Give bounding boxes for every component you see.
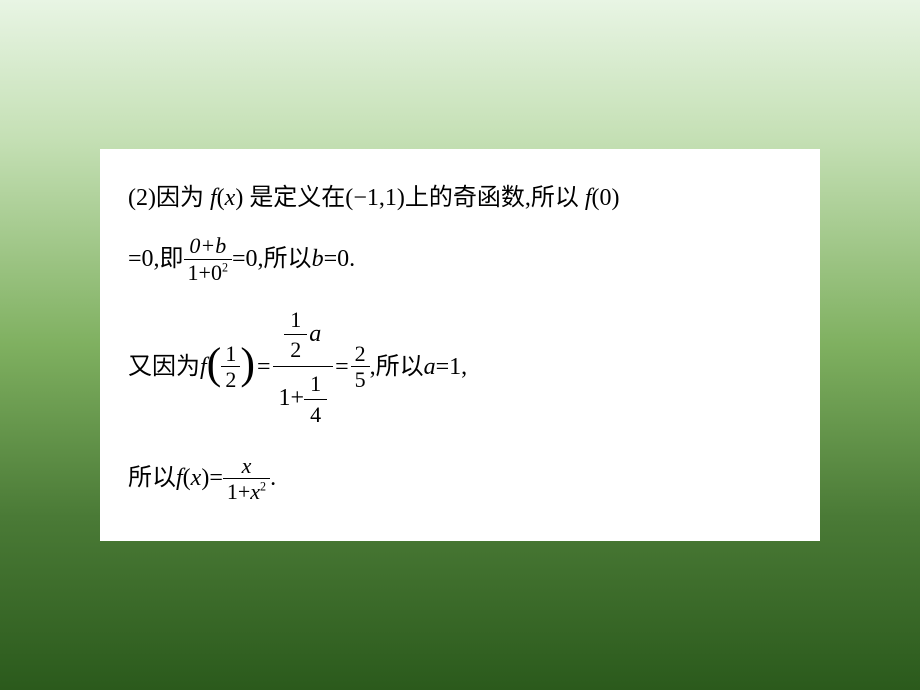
text: )上的奇函数,所以 [397, 178, 579, 219]
den-sup: 2 [222, 260, 228, 274]
a-eq: =1, [436, 347, 468, 388]
n: 1 [304, 369, 327, 399]
fx-x: x [225, 178, 236, 219]
math-card: (2)因为 f(x) 是定义在(−1,1)上的奇函数,所以 f(0) =0,即 … [100, 149, 820, 540]
arg-frac: 1 2 [221, 341, 240, 393]
fraction: 0+b 1+02 [184, 233, 232, 285]
text: 又因为 [128, 347, 200, 388]
text: 是定义在( [249, 178, 353, 219]
eq2: = [335, 347, 349, 388]
neg1: −1 [353, 178, 379, 219]
f0-f: f [585, 178, 592, 219]
result-frac: x 1+x2 [223, 453, 270, 505]
n: 2 [351, 341, 370, 367]
text: =0,即 [128, 239, 184, 280]
f0-close: ) [612, 178, 620, 219]
f0-arg: 0 [600, 178, 612, 219]
den-a: 1+0 [188, 260, 222, 285]
eq: = [257, 347, 271, 388]
den-a: 1+ [227, 479, 250, 504]
d: 2 [284, 335, 307, 364]
den: 2 [221, 367, 240, 392]
big-frac: 1 2 a 1+ 1 4 [273, 303, 334, 431]
open: ( [183, 458, 191, 499]
text: =0,所以 [232, 239, 312, 280]
f: f [176, 458, 183, 499]
d: 4 [304, 400, 327, 429]
b-var: b [312, 239, 324, 280]
num: 1 [221, 341, 240, 367]
b-eq: =0. [324, 239, 356, 280]
rhs-frac: 2 5 [351, 341, 370, 393]
d: 5 [351, 367, 370, 392]
line-3: 又因为 f ( 1 2 ) = 1 2 a 1+ 1 4 [128, 303, 792, 431]
f: f [200, 347, 207, 388]
f0-open: ( [592, 178, 600, 219]
fx-open: ( [217, 178, 225, 219]
text: 所以 [128, 458, 176, 499]
den-sup: 2 [260, 480, 266, 494]
inner-frac2: 1 4 [304, 369, 327, 429]
one: 1 [385, 178, 397, 219]
one-plus: 1+ [279, 385, 305, 411]
line-1: (2)因为 f(x) 是定义在(−1,1)上的奇函数,所以 f(0) [128, 177, 792, 219]
line-2: =0,即 0+b 1+02 =0,所以 b=0. [128, 233, 792, 285]
num: 0+b [189, 233, 226, 258]
inner-frac: 1 2 [284, 305, 307, 365]
fx-close: ) [235, 178, 243, 219]
den-x: x [250, 479, 260, 504]
line-4: 所以 f(x)= x 1+x2 . [128, 453, 792, 505]
num: x [242, 453, 252, 478]
fx-f: f [210, 178, 217, 219]
x: x [191, 458, 202, 499]
a-var: a [424, 347, 436, 388]
n: 1 [284, 305, 307, 335]
close-eq: )= [201, 458, 223, 499]
a: a [309, 321, 321, 347]
text: (2)因为 [128, 178, 204, 219]
dot: . [270, 458, 276, 499]
text: ,所以 [370, 347, 424, 388]
